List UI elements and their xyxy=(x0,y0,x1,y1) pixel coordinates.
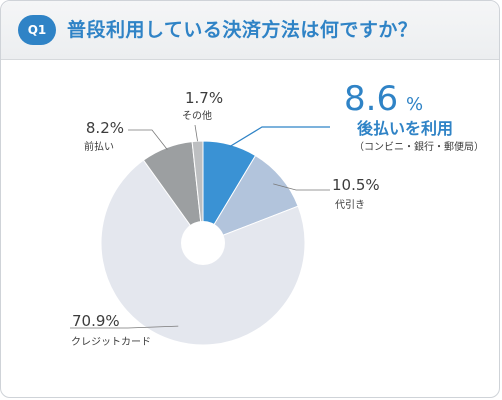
pie-slice-1 xyxy=(201,154,299,244)
data-label-0-sublabel: （コンビニ・銀行・郵便局） xyxy=(354,140,484,153)
data-label-1-value: 10.5% xyxy=(332,176,380,194)
data-label-0-name: 後払いを利用 xyxy=(357,119,453,138)
data-label-2-value: 70.9% xyxy=(72,312,120,330)
leader-line-0 xyxy=(229,126,330,148)
data-label-2-name: クレジットカード xyxy=(71,336,151,348)
question-header: Q1 普段利用している決済方法は何ですか？ xyxy=(1,1,499,60)
data-label-3-name: 前払い xyxy=(84,140,114,153)
data-label-0-value: 8.6 xyxy=(344,79,398,119)
leader-line-3 xyxy=(128,129,168,150)
data-label-4-value: 1.7% xyxy=(185,89,223,107)
data-label-4-name: その他 xyxy=(182,109,212,122)
data-label-0-percent: % xyxy=(406,94,423,115)
donut-hole xyxy=(181,221,225,265)
leader-line-2 xyxy=(70,325,179,329)
data-label-1-name: 代引き xyxy=(335,199,365,211)
leader-line-4 xyxy=(194,124,198,142)
question-title: 普段利用している決済方法は何ですか？ xyxy=(67,19,418,41)
data-label-3-value: 8.2% xyxy=(86,119,124,137)
leader-line-1 xyxy=(273,183,330,191)
question-badge: Q1 xyxy=(18,15,56,45)
